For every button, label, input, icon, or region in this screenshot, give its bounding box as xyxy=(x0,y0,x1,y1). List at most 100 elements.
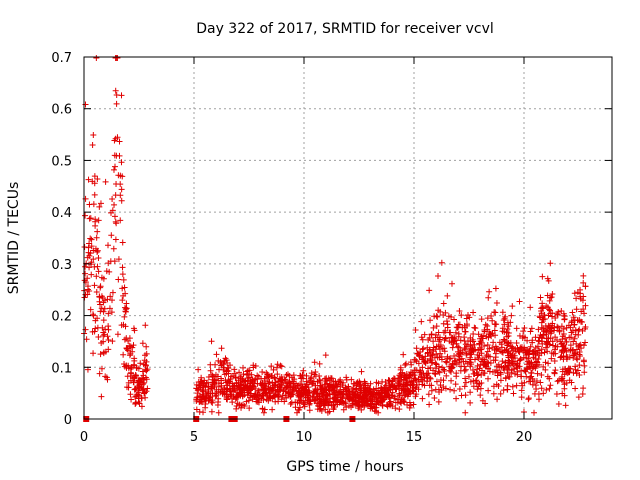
data-point xyxy=(508,312,515,319)
data-point xyxy=(582,324,589,331)
data-point xyxy=(527,304,534,311)
data-point xyxy=(520,328,527,335)
data-point xyxy=(287,400,294,407)
data-point xyxy=(561,385,568,392)
data-point xyxy=(477,361,484,368)
data-point xyxy=(528,325,535,332)
data-point xyxy=(369,405,376,412)
data-point xyxy=(579,297,586,304)
data-point xyxy=(255,387,262,394)
data-point xyxy=(93,55,100,62)
data-point xyxy=(535,337,542,344)
data-point xyxy=(107,293,114,300)
data-point xyxy=(127,373,134,380)
data-point xyxy=(208,398,215,405)
data-point xyxy=(480,356,487,363)
data-point xyxy=(415,360,422,367)
data-point xyxy=(215,409,222,416)
data-point xyxy=(101,297,108,304)
data-point xyxy=(309,393,316,400)
data-point xyxy=(552,367,559,374)
data-point xyxy=(332,378,339,385)
data-point xyxy=(550,350,557,357)
data-point xyxy=(92,222,99,229)
data-point xyxy=(527,364,534,371)
data-point xyxy=(451,316,458,323)
data-point xyxy=(458,363,465,370)
data-point xyxy=(272,379,279,386)
data-point xyxy=(426,346,433,353)
data-point xyxy=(410,401,417,408)
data-point xyxy=(316,360,323,367)
data-point xyxy=(196,399,203,406)
data-point xyxy=(485,387,492,394)
data-point xyxy=(539,335,546,342)
data-point xyxy=(538,346,545,353)
data-point xyxy=(559,336,566,343)
data-point xyxy=(304,394,311,401)
data-point xyxy=(117,181,124,188)
data-point xyxy=(111,213,118,220)
data-point xyxy=(119,173,126,180)
data-point xyxy=(419,364,426,371)
data-point xyxy=(547,327,554,334)
data-point xyxy=(481,326,488,333)
data-point xyxy=(437,334,444,341)
data-point xyxy=(335,389,342,396)
data-point xyxy=(539,273,546,280)
data-point xyxy=(548,355,555,362)
data-point xyxy=(88,236,95,243)
data-point xyxy=(366,385,373,392)
data-point xyxy=(298,385,305,392)
data-point xyxy=(362,387,369,394)
data-point xyxy=(92,245,99,252)
data-point xyxy=(238,389,245,396)
data-point xyxy=(492,357,499,364)
data-point xyxy=(462,409,469,416)
data-points xyxy=(81,55,589,416)
data-point xyxy=(570,369,577,376)
data-point xyxy=(420,345,427,352)
data-point xyxy=(455,324,462,331)
data-point xyxy=(575,331,582,338)
data-point xyxy=(198,378,205,385)
data-point xyxy=(499,328,506,335)
data-point xyxy=(454,348,461,355)
data-point xyxy=(412,327,419,334)
data-point xyxy=(554,343,561,350)
data-point xyxy=(448,314,455,321)
data-point xyxy=(565,365,572,372)
data-point xyxy=(225,377,232,384)
data-point xyxy=(433,378,440,385)
data-point xyxy=(220,361,227,368)
data-point xyxy=(316,373,323,380)
data-point xyxy=(382,390,389,397)
data-point xyxy=(139,375,146,382)
data-point xyxy=(120,276,127,283)
data-point xyxy=(269,406,276,413)
data-point xyxy=(441,348,448,355)
data-point xyxy=(221,358,228,365)
data-point xyxy=(500,387,507,394)
data-point xyxy=(210,373,217,380)
data-point xyxy=(223,367,230,374)
data-point xyxy=(250,364,257,371)
data-point xyxy=(432,386,439,393)
data-point xyxy=(518,380,525,387)
data-point xyxy=(524,365,531,372)
data-point xyxy=(111,163,118,170)
x-tick-label: 20 xyxy=(516,430,533,445)
data-point xyxy=(580,272,587,279)
data-point xyxy=(238,381,245,388)
data-point xyxy=(567,347,574,354)
data-point xyxy=(265,385,272,392)
data-point xyxy=(513,339,520,346)
data-point xyxy=(139,368,146,375)
data-point xyxy=(462,328,469,335)
data-point xyxy=(292,404,299,411)
data-point xyxy=(440,320,447,327)
data-point xyxy=(558,376,565,383)
data-point xyxy=(238,402,245,409)
data-point xyxy=(88,243,95,250)
data-point xyxy=(510,355,517,362)
